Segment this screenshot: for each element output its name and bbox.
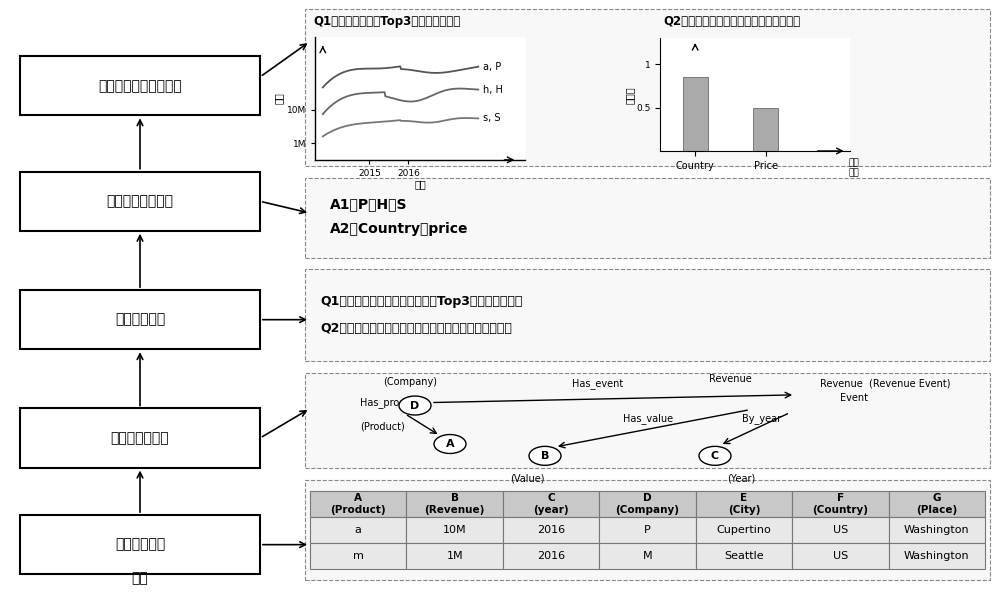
Text: a, P: a, P [483, 62, 501, 72]
Text: A1：P、H、S: A1：P、H、S [330, 197, 408, 211]
Text: C: C [711, 451, 719, 461]
Text: 关键问题答案生成: 关键问题答案生成 [106, 194, 174, 208]
Bar [305, 480, 990, 580]
Text: Q1：手机销量排行Top3的企业是哪些？: Q1：手机销量排行Top3的企业是哪些？ [313, 15, 460, 28]
Bar [305, 373, 990, 468]
Y-axis label: 影响力: 影响力 [625, 86, 635, 104]
Text: Revenue  (Revenue Event): Revenue (Revenue Event) [820, 379, 950, 388]
Text: 影响
因子: 影响 因子 [849, 158, 859, 177]
Text: 关键问题生成: 关键问题生成 [115, 313, 165, 327]
Circle shape [529, 446, 561, 465]
Text: s, S: s, S [483, 114, 501, 123]
Bar [20, 172, 260, 231]
Bar [20, 56, 260, 115]
Text: D: D [410, 401, 420, 410]
Circle shape [399, 396, 431, 415]
Bar [753, 108, 778, 151]
Circle shape [699, 446, 731, 465]
Bar [683, 78, 708, 151]
Text: Q2：分析类问题：影响手机销量的最主要因素有哪些？: Q2：分析类问题：影响手机销量的最主要因素有哪些？ [320, 322, 512, 335]
Text: (Product): (Product) [360, 422, 405, 431]
Text: A: A [446, 439, 454, 449]
Text: B: B [541, 451, 549, 461]
Bar [20, 408, 260, 468]
Text: A2：Country、price: A2：Country、price [330, 222, 468, 236]
Text: 开始: 开始 [132, 571, 148, 585]
Y-axis label: 销量: 销量 [274, 93, 284, 104]
Text: By_year: By_year [742, 413, 782, 424]
Text: (Value): (Value) [510, 474, 544, 483]
Text: 输入：数据表: 输入：数据表 [115, 538, 165, 552]
Text: Q2：影响手机销量的最主要因素有哪些？: Q2：影响手机销量的最主要因素有哪些？ [663, 15, 800, 28]
Bar [305, 269, 990, 361]
Bar [305, 178, 990, 258]
Text: Has_product: Has_product [360, 397, 421, 408]
Circle shape [434, 435, 466, 453]
Text: Q1：统计类问题：手机销量排行Top3的企业是哪些？: Q1：统计类问题：手机销量排行Top3的企业是哪些？ [320, 295, 522, 308]
Text: Has_value: Has_value [623, 413, 673, 424]
Text: 输出：问题及答案展示: 输出：问题及答案展示 [98, 79, 182, 93]
Text: 数据表语义分析: 数据表语义分析 [111, 431, 169, 445]
Text: Event: Event [840, 393, 868, 403]
Text: (Year): (Year) [727, 474, 755, 483]
Bar [20, 515, 260, 574]
X-axis label: 年份: 年份 [414, 179, 426, 189]
Bar [305, 9, 990, 166]
Text: (Company): (Company) [383, 377, 437, 387]
Text: Revenue: Revenue [709, 374, 751, 384]
Bar [20, 290, 260, 349]
Text: h, H: h, H [483, 85, 503, 95]
Text: Has_event: Has_event [572, 378, 624, 389]
